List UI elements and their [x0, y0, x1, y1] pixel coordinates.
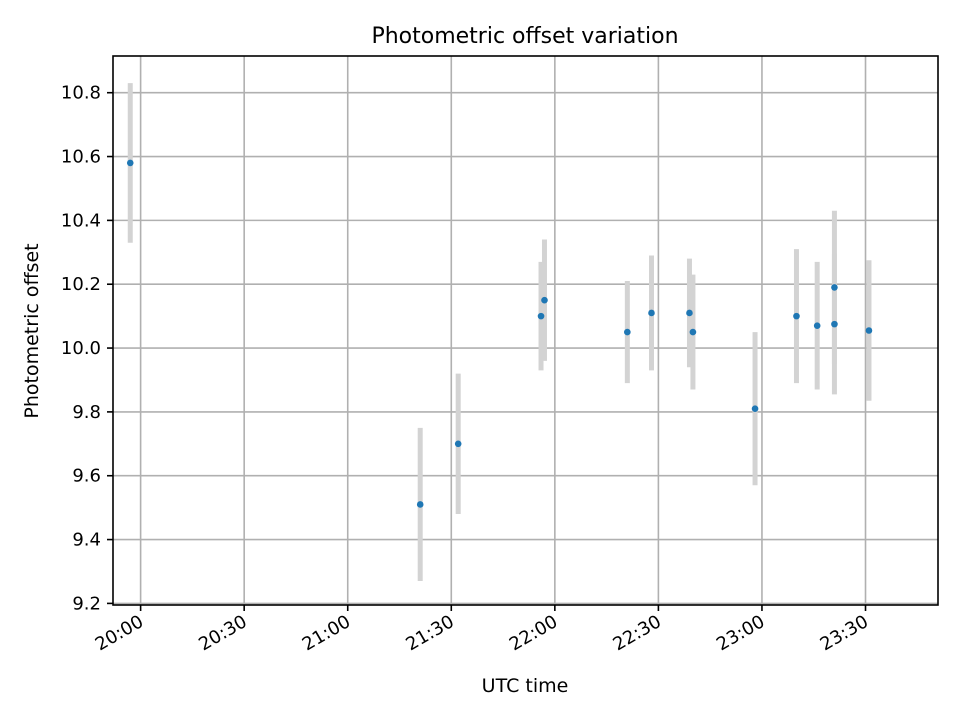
data-point: [751, 405, 759, 413]
x-tick-label: 21:30: [402, 611, 457, 655]
data-point: [624, 328, 631, 336]
x-tick-label: 21:00: [299, 611, 354, 655]
data-point: [813, 322, 821, 330]
y-tick-label: 10.6: [61, 147, 101, 168]
data-point: [416, 501, 424, 508]
data-point: [126, 159, 134, 167]
data-point: [793, 312, 800, 320]
chart-title: Photometric offset variation: [371, 24, 678, 49]
y-tick-label: 10.8: [61, 83, 101, 104]
x-tick-label: 23:30: [817, 611, 872, 655]
x-axis-label: UTC time: [482, 675, 569, 697]
data-point: [686, 309, 693, 317]
data-point: [648, 309, 655, 317]
data-points: [126, 159, 873, 508]
grid: [113, 56, 938, 605]
data-point: [454, 440, 462, 448]
y-tick-label: 9.2: [72, 593, 101, 614]
y-tick-label: 10.2: [61, 274, 101, 295]
data-point: [831, 320, 838, 328]
data-point: [541, 296, 548, 304]
y-tick-label: 9.4: [72, 530, 101, 551]
data-point: [689, 328, 697, 336]
y-tick-label: 10.4: [61, 210, 101, 231]
y-tick-label: 10.0: [61, 338, 101, 359]
x-tick-label: 23:00: [713, 611, 768, 655]
data-point: [831, 284, 838, 291]
plot-frame: [112, 55, 939, 606]
y-tick-label: 9.6: [72, 466, 101, 487]
y-axis-label: Photometric offset: [21, 243, 43, 418]
error-bars: [127, 83, 872, 582]
data-point: [537, 312, 545, 320]
x-axis-ticks: 20:00 20:30 21:00 21:30 22:00 22:30 23:00 23:30: [92, 605, 872, 655]
data-point: [865, 327, 873, 334]
x-tick-label: 22:00: [506, 611, 561, 655]
x-tick-label: 20:00: [92, 611, 147, 655]
y-tick-label: 9.8: [72, 402, 101, 423]
x-tick-label: 20:30: [195, 611, 250, 655]
y-axis-ticks: 9.2 9.4 9.6 9.8 10.0 10.2 10.4 10.6 10.8: [61, 83, 113, 614]
x-tick-label: 22:30: [609, 611, 664, 655]
